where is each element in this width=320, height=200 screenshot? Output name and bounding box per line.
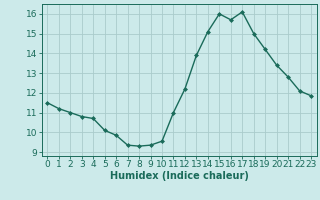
X-axis label: Humidex (Indice chaleur): Humidex (Indice chaleur) [110, 171, 249, 181]
